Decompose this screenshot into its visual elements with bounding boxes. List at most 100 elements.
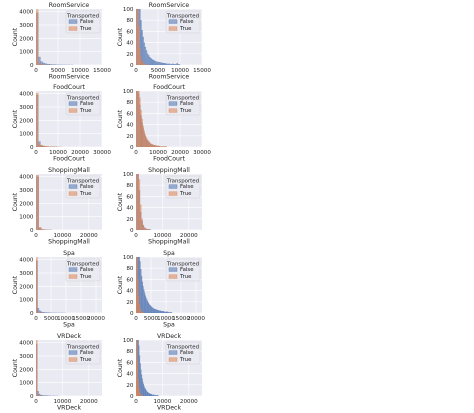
bar-false [149,57,151,65]
legend-title: Transported [166,14,199,20]
legend-swatch-false [168,19,178,24]
bar-true [144,134,147,147]
bars [136,340,159,396]
x-axis-label: RoomService [49,74,90,81]
legend-title: Transported [66,179,99,185]
y-tick-label: 0 [130,63,134,69]
bar-true [141,218,143,230]
x-tick-label: 20000 [87,316,105,322]
y-tick-label: 0 [30,145,34,151]
bar-false [161,62,163,65]
y-tick-label: 1000 [19,381,34,387]
bar-true [163,146,165,147]
bar-true [146,229,149,230]
y-tick-label: 80 [126,349,134,355]
y-tick-label: 40 [126,123,134,129]
bar-true [36,92,39,147]
x-tick-label: 0 [134,68,138,74]
y-tick-label: 80 [126,100,134,106]
y-tick-label: 60 [126,29,134,35]
bar-true [155,145,158,147]
y-tick-label: 3000 [19,354,34,360]
x-axis-label: ShoppingMall [48,239,90,246]
bar-false [172,63,174,65]
legend-entry-false: False [180,350,194,356]
bar-true [141,60,143,65]
bar-false [178,64,181,65]
x-axis-label: FoodCourt [53,156,85,163]
bar-false [149,229,151,230]
bar-true [140,109,142,147]
x-tick-label: 10000 [154,399,172,405]
y-tick-label: 20 [126,217,134,223]
bar-false [166,63,169,65]
y-tick-label: 4000 [19,341,34,347]
panel-title: Spa [63,250,75,257]
bar-false [147,55,150,65]
legend-title: Transported [166,179,199,185]
legend-swatch-false [168,350,178,355]
bar-true [138,179,141,230]
bar-false [144,46,147,65]
y-tick-label: 100 [123,338,134,344]
bar-true [152,144,154,147]
legend-entry-true: True [179,26,192,32]
legend-swatch-true [168,357,178,362]
x-tick-label: 15000 [172,316,190,322]
y-tick-label: 4000 [19,175,34,181]
x-axis-label: FoodCourt [153,156,185,163]
legend-entry-false: False [180,19,194,25]
bar-true [164,146,166,147]
y-tick-label: 2000 [19,284,34,290]
y-axis-label: Count [12,109,19,128]
bar-true [137,361,139,396]
bar-true [40,145,43,147]
panel-title: FoodCourt [153,84,185,91]
bar-true [147,229,150,230]
y-tick-label: 100 [123,7,134,13]
x-tick-label: 0 [34,68,38,74]
legend-entry-true: True [79,191,92,197]
bar-true [144,64,147,65]
x-tick-label: 30000 [93,150,111,156]
bar-false [158,62,161,65]
x-tick-label: 20000 [187,316,205,322]
y-tick-label: 0 [130,394,134,400]
bar-true [149,142,151,147]
y-tick-label: 100 [123,255,134,261]
y-tick-label: 0 [30,228,34,234]
bar-false [143,42,145,65]
bar-true [38,227,42,230]
y-tick-label: 0 [30,63,34,69]
y-tick-label: 20 [126,52,134,58]
legend-entry-false: False [80,267,94,273]
legend-swatch-true [168,26,178,31]
bar-false [142,36,144,65]
x-axis-label: Spa [63,322,75,329]
legend-swatch-true [168,191,178,196]
legend-title: Transported [66,262,99,268]
x-tick-label: 20000 [180,399,198,405]
y-tick-label: 40 [126,372,134,378]
bar-true [156,145,159,147]
bar-false [177,64,180,65]
bars [136,91,167,147]
legend-swatch-true [68,357,78,362]
bar-true [38,62,41,65]
y-tick-label: 40 [126,206,134,212]
bar-true [143,227,146,230]
y-tick-label: 80 [126,18,134,24]
bar-false [157,62,160,65]
y-axis-label: Count [12,27,19,46]
y-tick-label: 60 [126,111,134,117]
x-axis-label: RoomService [149,74,190,81]
bar-false [168,63,171,65]
legend-entry-true: True [79,274,92,280]
bar-false [150,58,152,65]
bar-true [161,146,163,147]
